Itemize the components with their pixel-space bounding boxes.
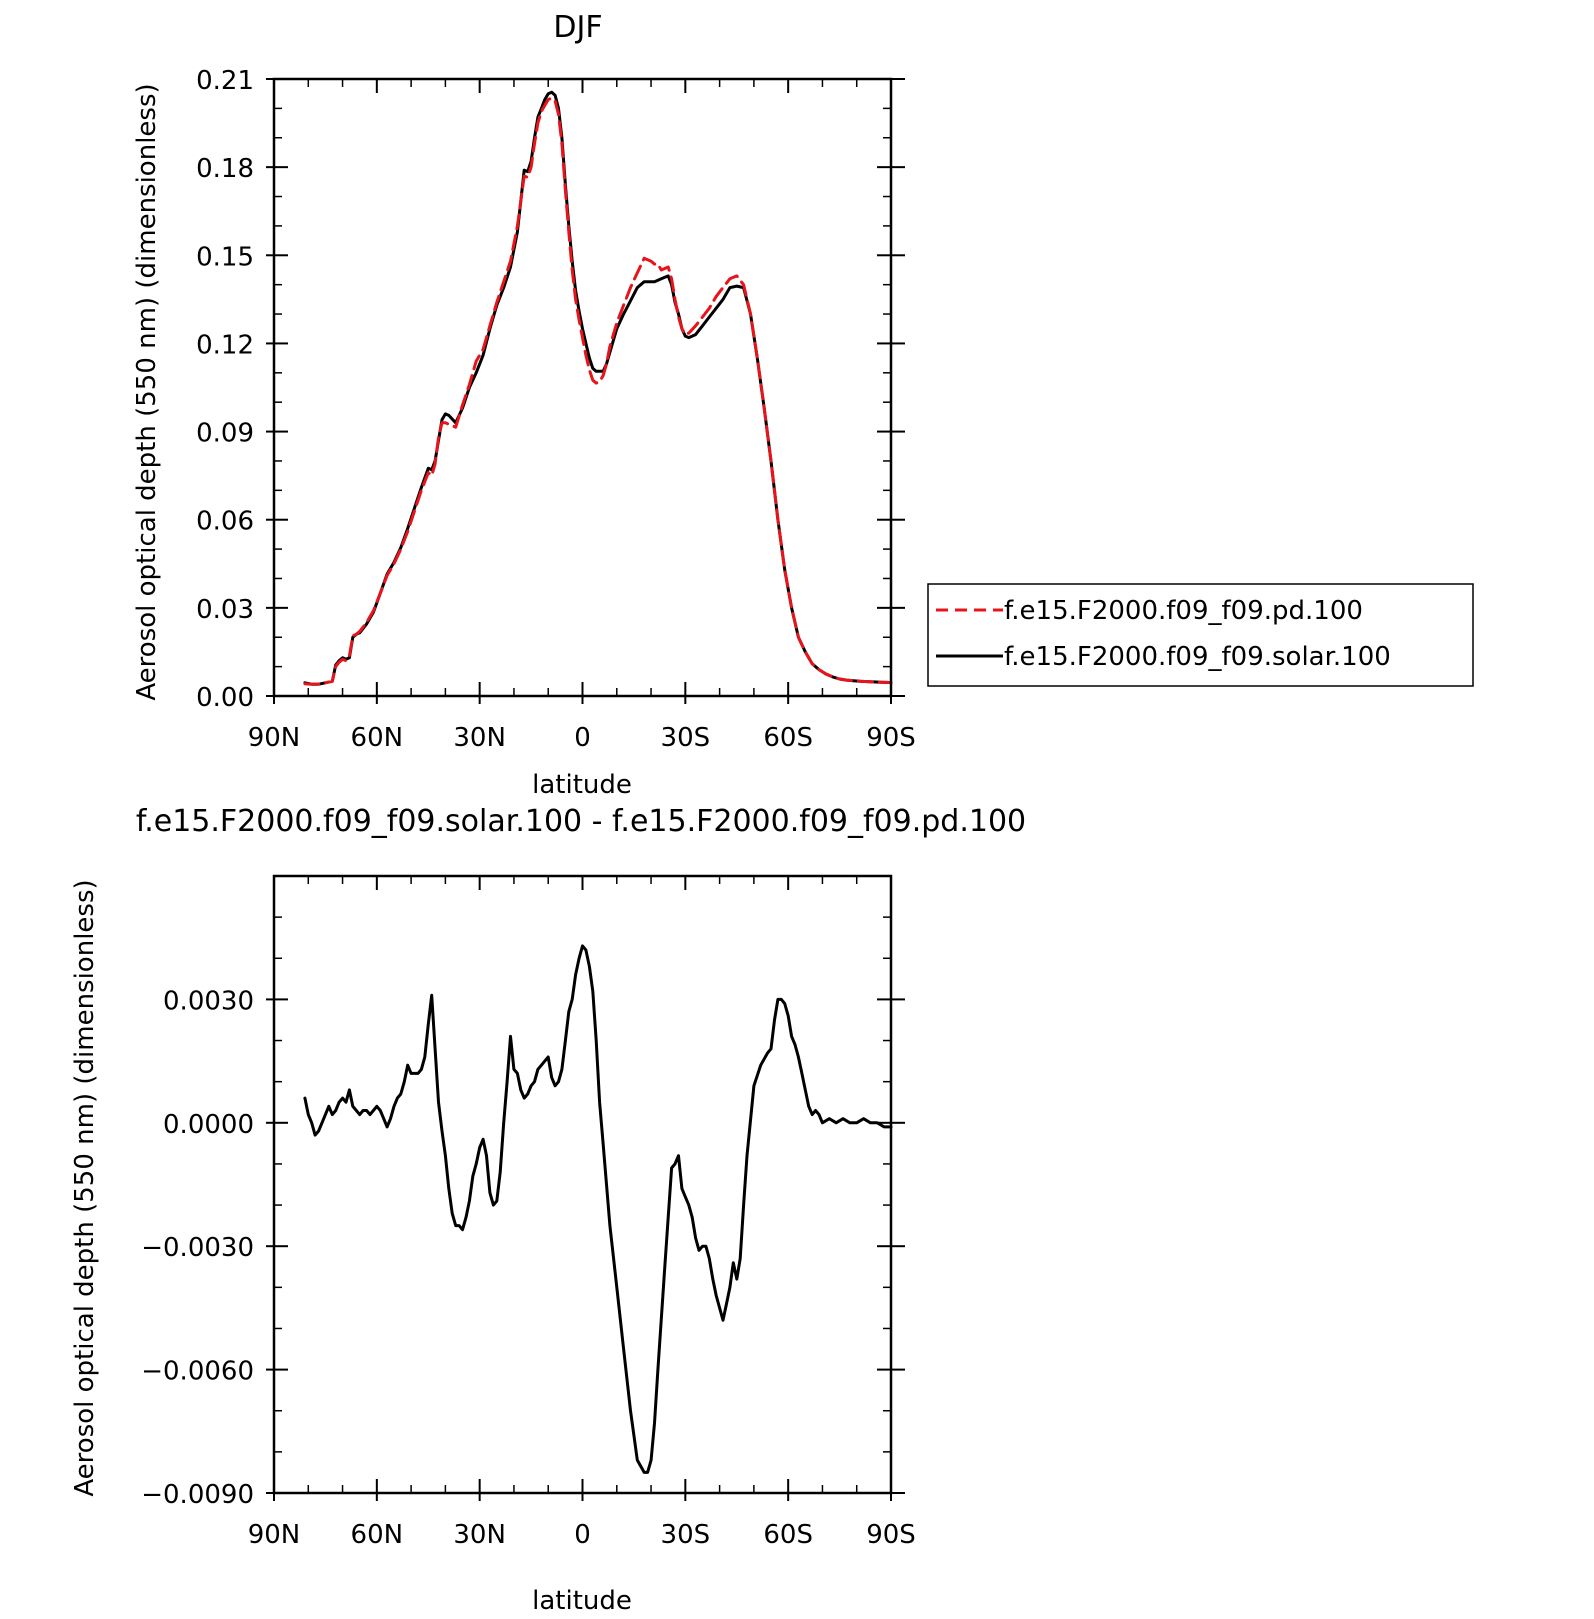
legend-label-solar: f.e15.F2000.f09_f09.solar.100 [1004, 642, 1391, 672]
y-tick-label: 0.00 [196, 683, 254, 713]
x-tick-label: 0 [574, 1520, 591, 1550]
x-tick-label: 90N [248, 723, 301, 753]
legend-label-pd: f.e15.F2000.f09_f09.pd.100 [1004, 596, 1363, 626]
x-tick-label: 30S [661, 1520, 711, 1550]
bottom-series-group [303, 944, 893, 1474]
top-panel-title: DJF [553, 10, 602, 45]
y-tick-label: 0.18 [196, 154, 254, 184]
y-tick-label: −0.0090 [141, 1480, 254, 1510]
bottom-plot-frame [272, 874, 893, 1495]
bottom-difference-line [303, 944, 893, 1474]
y-tick-label: −0.0060 [141, 1357, 254, 1387]
y-tick-label: 0.06 [196, 507, 254, 537]
x-tick-label: 60S [763, 723, 813, 753]
x-tick-label: 90S [866, 1520, 916, 1550]
bottom-y-axis-title: Aerosol optical depth (550 nm) (dimensio… [70, 879, 100, 1496]
y-tick-label: 0.03 [196, 595, 254, 625]
x-tick-label: 90S [866, 723, 916, 753]
y-tick-label: 0.15 [196, 242, 254, 272]
x-tick-label: 0 [574, 723, 591, 753]
y-tick-label: 0.21 [196, 66, 254, 96]
legend-box [927, 583, 1474, 687]
y-tick-label: 0.0030 [163, 986, 254, 1016]
x-tick-label: 60N [351, 1520, 404, 1550]
y-tick-label: 0.0000 [163, 1110, 254, 1140]
y-tick-label: 0.09 [196, 419, 254, 449]
y-tick-label: −0.0030 [141, 1233, 254, 1263]
bottom-axes: 90N 60N 30N 0 30S 60S 90S −0.0090 −0.0060 −0.0030… [141, 875, 916, 1550]
top-x-axis-title: latitude [532, 770, 632, 800]
bottom-x-axis-title: latitude [532, 1586, 632, 1616]
x-tick-label: 30S [661, 723, 711, 753]
bottom-panel-title: f.e15.F2000.f09_f09.solar.100 - f.e15.F2… [136, 804, 1026, 839]
x-tick-label: 30N [453, 723, 506, 753]
top-series-line-solar [303, 90, 893, 686]
top-axes: 90N 60N 30N 0 30S 60S 90S 0.00 0.03 0.06 0.09 0.12 0… [196, 66, 916, 753]
top-series-line-pd [303, 96, 893, 686]
x-tick-label: 60N [351, 723, 404, 753]
top-panel: DJF 90N 60N 30N 0 30S 60S 90S 0.00 0.03 0.06 0.09 0… [132, 10, 916, 800]
legend: f.e15.F2000.f09_f09.pd.100 f.e15.F2000.f… [927, 583, 1474, 687]
top-y-axis-title: Aerosol optical depth (550 nm) (dimensio… [132, 83, 162, 700]
x-tick-label: 90N [248, 1520, 301, 1550]
x-tick-label: 60S [763, 1520, 813, 1550]
x-tick-label: 30N [453, 1520, 506, 1550]
top-plot-frame [272, 77, 893, 698]
bottom-panel: f.e15.F2000.f09_f09.solar.100 - f.e15.F2… [70, 804, 1026, 1616]
top-series-group [303, 90, 893, 686]
y-tick-label: 0.12 [196, 330, 254, 360]
